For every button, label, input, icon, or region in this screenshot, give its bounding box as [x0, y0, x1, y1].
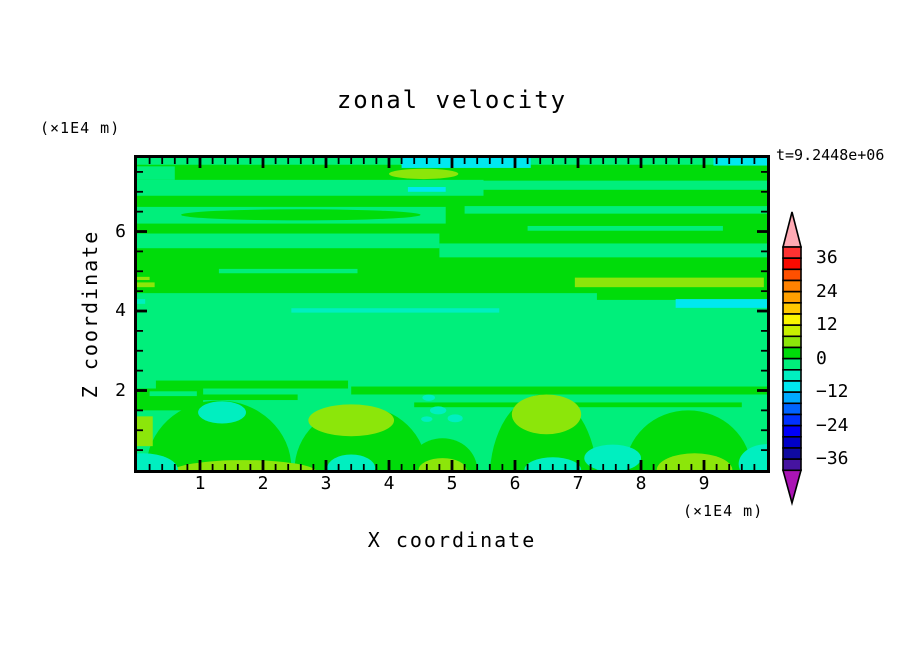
contour-region — [422, 394, 435, 401]
contour-region — [137, 416, 153, 447]
colorbar-segment — [782, 346, 802, 360]
x-tick-label: 3 — [320, 473, 332, 494]
x-tick-label: 6 — [509, 473, 521, 494]
x-axis-title: X coordinate — [367, 528, 537, 552]
plot-frame — [134, 155, 770, 473]
colorbar-segment — [782, 279, 802, 293]
contour-plot — [134, 155, 770, 473]
colorbar-label: 36 — [816, 247, 838, 269]
contour-region — [351, 386, 767, 395]
colorbar-label: 12 — [816, 314, 838, 336]
y-axis-units-label: (×1E4 m) — [40, 119, 121, 137]
contour-region — [625, 410, 752, 470]
contour-region — [418, 458, 467, 470]
contour-region — [429, 406, 447, 415]
contour-region — [137, 282, 155, 288]
contour-region — [584, 444, 641, 470]
contour-region — [574, 277, 764, 288]
x-tick-label: 4 — [383, 473, 395, 494]
contour-region — [137, 233, 440, 249]
contour-region — [137, 299, 146, 304]
colorbar-label: 24 — [816, 280, 838, 302]
contour-region — [181, 209, 421, 221]
contour-region — [137, 166, 175, 180]
axis-ticks — [137, 158, 767, 470]
colorbar-segment — [782, 447, 802, 460]
contour-region — [401, 158, 531, 168]
contour-region — [137, 179, 484, 196]
contour-region — [447, 414, 463, 423]
x-axis-units-label: (×1E4 m) — [683, 502, 764, 520]
x-tick-label: 7 — [572, 473, 584, 494]
colorbar — [781, 211, 803, 506]
plot-title: zonal velocity — [336, 86, 568, 114]
contour-region — [308, 404, 395, 437]
contour-region — [190, 394, 298, 401]
colorbar-label: 0 — [816, 347, 827, 369]
colorbar-segment — [782, 268, 802, 282]
y-tick-label: 6 — [115, 220, 126, 242]
colorbar-segment — [782, 313, 802, 326]
colorbar-segment — [782, 458, 802, 472]
contour-region — [389, 168, 459, 180]
x-tick-label: 5 — [446, 473, 458, 494]
colorbar-label: −36 — [816, 448, 849, 470]
colorbar-segment — [782, 380, 802, 393]
colorbar-label: −12 — [816, 381, 849, 403]
colorbar-segment — [782, 413, 802, 427]
contour-region — [149, 391, 197, 397]
contour-region — [713, 158, 767, 166]
x-tick-label: 8 — [635, 473, 647, 494]
contour-region — [407, 187, 446, 192]
colorbar-segment — [782, 290, 802, 304]
contour-field — [137, 158, 767, 470]
contour-region — [656, 453, 733, 470]
contour-region — [511, 394, 582, 435]
colorbar-segment — [782, 369, 802, 382]
x-tick-label: 1 — [194, 473, 206, 494]
contour-region — [524, 457, 582, 470]
colorbar-under-arrow — [781, 469, 803, 506]
colorbar-segment — [782, 391, 802, 405]
colorbar-segment — [782, 357, 802, 371]
contour-region — [218, 268, 358, 274]
x-tick-label: 9 — [698, 473, 710, 494]
colorbar-segment — [782, 246, 802, 259]
contour-region — [137, 453, 178, 470]
contour-region — [172, 460, 316, 470]
colorbar-segment — [782, 302, 802, 315]
timestamp-label: t=9.2448e+06 — [776, 146, 885, 164]
colorbar-segment — [782, 436, 802, 449]
contour-region — [421, 416, 433, 422]
colorbar-segment — [782, 424, 802, 438]
colorbar-over-arrow — [781, 211, 803, 248]
colorbar-label: −24 — [816, 414, 849, 436]
contour-region — [155, 380, 349, 389]
y-tick-label: 2 — [115, 379, 126, 401]
contour-region — [527, 225, 723, 231]
contour-region — [137, 276, 150, 281]
colorbar-segment — [782, 402, 802, 416]
contour-region — [483, 180, 767, 190]
contour-region — [414, 402, 742, 408]
colorbar-segment — [782, 324, 802, 338]
x-tick-label: 2 — [257, 473, 269, 494]
colorbar-segment — [782, 335, 802, 349]
contour-region — [596, 291, 767, 300]
contour-region — [464, 206, 767, 214]
y-tick-label: 4 — [115, 300, 126, 322]
colorbar-segment — [782, 257, 802, 271]
contour-region — [439, 243, 767, 258]
contour-region — [738, 444, 767, 470]
contour-region — [198, 401, 246, 424]
contour-region — [291, 308, 500, 313]
contour-region — [675, 299, 767, 308]
contour-region — [146, 400, 292, 470]
